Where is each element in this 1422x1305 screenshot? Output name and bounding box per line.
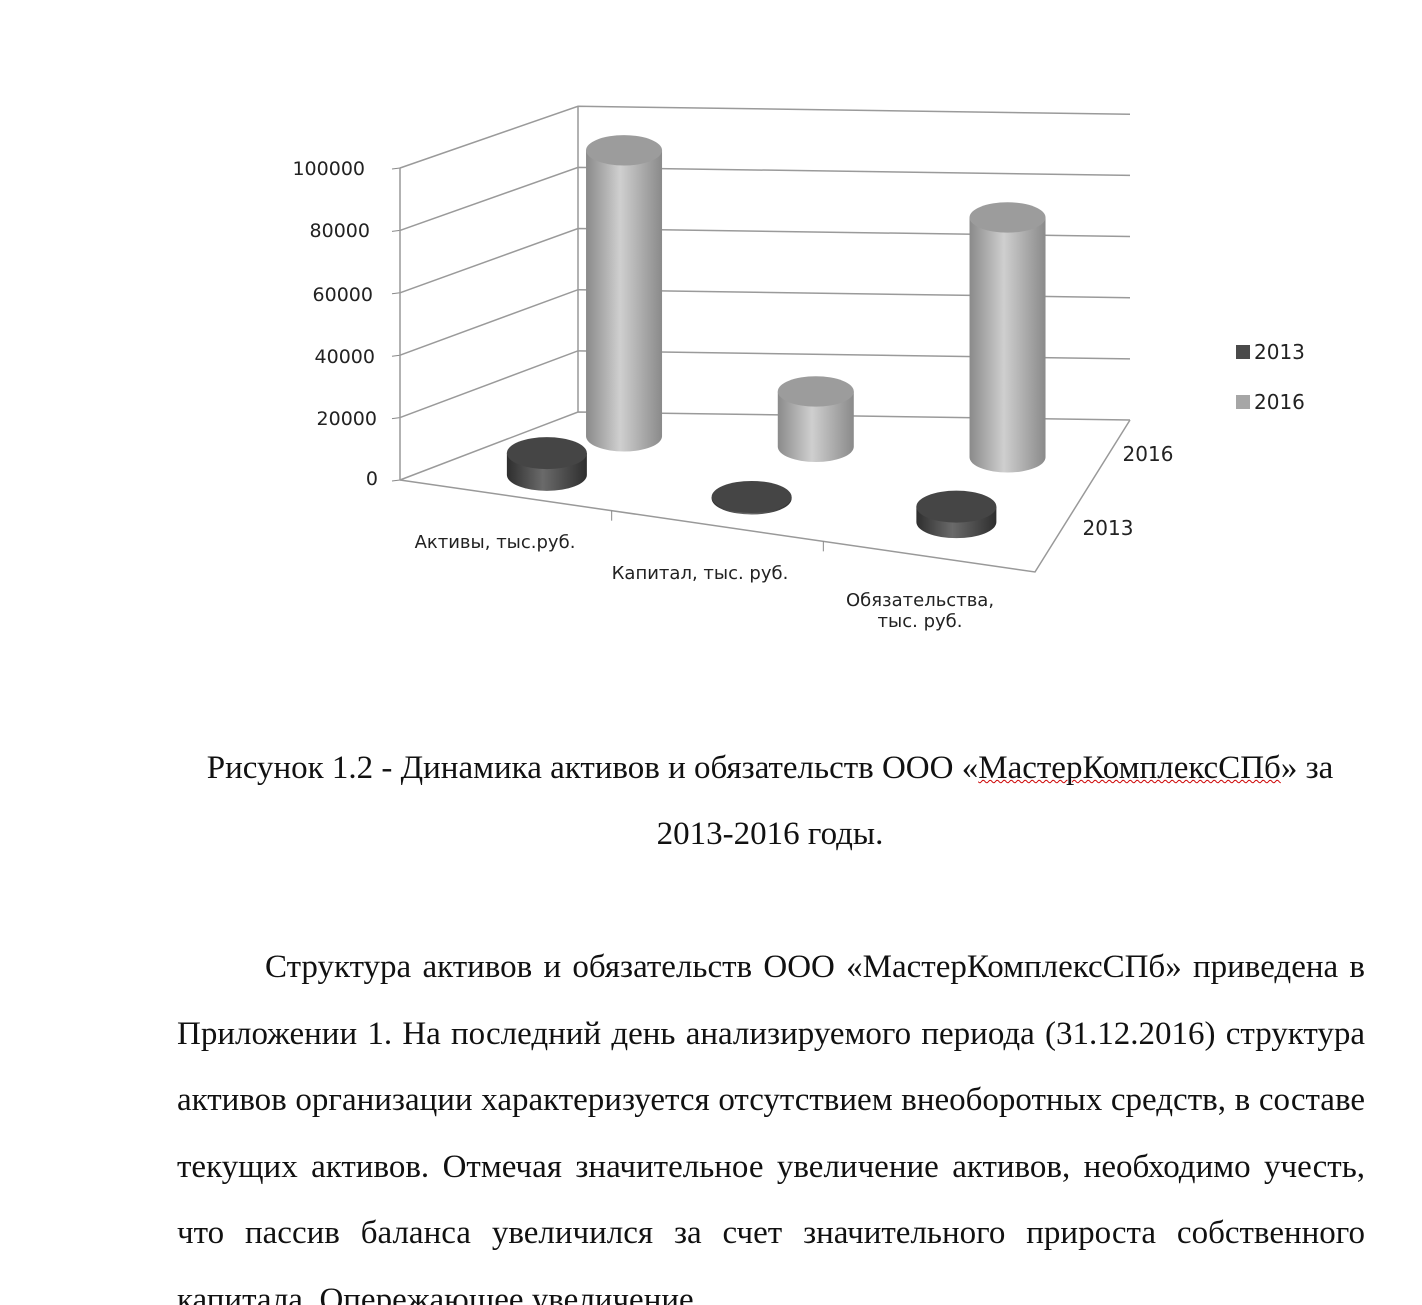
x-category-label: Активы, тыс.руб. — [414, 532, 576, 553]
cylinder-top — [586, 135, 663, 166]
legend-item-2013: 2013 — [1236, 340, 1305, 364]
cylinder-body — [969, 217, 1046, 473]
cylinder-top — [916, 490, 997, 523]
paragraph: Структура активов и обязательств ООО «Ма… — [177, 949, 1365, 1305]
body-text: Структура активов и обязательств ООО «Ма… — [177, 934, 1365, 1305]
y-tick-label: 20000 — [316, 408, 377, 430]
y-tick — [391, 354, 401, 357]
depth-label: 2016 — [1122, 442, 1174, 466]
gridline — [399, 105, 1131, 169]
cylinder-top — [711, 480, 792, 513]
y-tick — [391, 229, 401, 232]
y-tick-label: 40000 — [314, 346, 375, 368]
cylinder-chart — [391, 105, 1131, 573]
legend-swatch — [1236, 345, 1250, 359]
legend-item-2016: 2016 — [1236, 390, 1305, 414]
cylinder-top — [506, 437, 587, 470]
x-category-label: Обязательства, тыс. руб. — [845, 590, 995, 632]
depth-label: 2013 — [1082, 516, 1134, 540]
y-tick-label: 60000 — [312, 284, 373, 306]
cylinder-body — [777, 391, 854, 462]
y-tick — [391, 167, 401, 170]
legend-swatch — [1236, 395, 1250, 409]
x-category-label: Капитал, тыс. руб. — [611, 563, 789, 584]
y-tick — [391, 292, 401, 295]
y-tick-label: 100000 — [292, 158, 365, 180]
y-tick-label: 0 — [365, 468, 378, 490]
cylinder-body — [586, 150, 663, 452]
y-tick-label: 80000 — [309, 220, 370, 242]
cylinder-top — [969, 202, 1046, 233]
figure-caption: Рисунок 1.2 - Динамика активов и обязате… — [206, 750, 1334, 852]
y-tick — [391, 417, 401, 420]
y-tick — [391, 479, 401, 482]
cylinder-top — [777, 376, 854, 407]
